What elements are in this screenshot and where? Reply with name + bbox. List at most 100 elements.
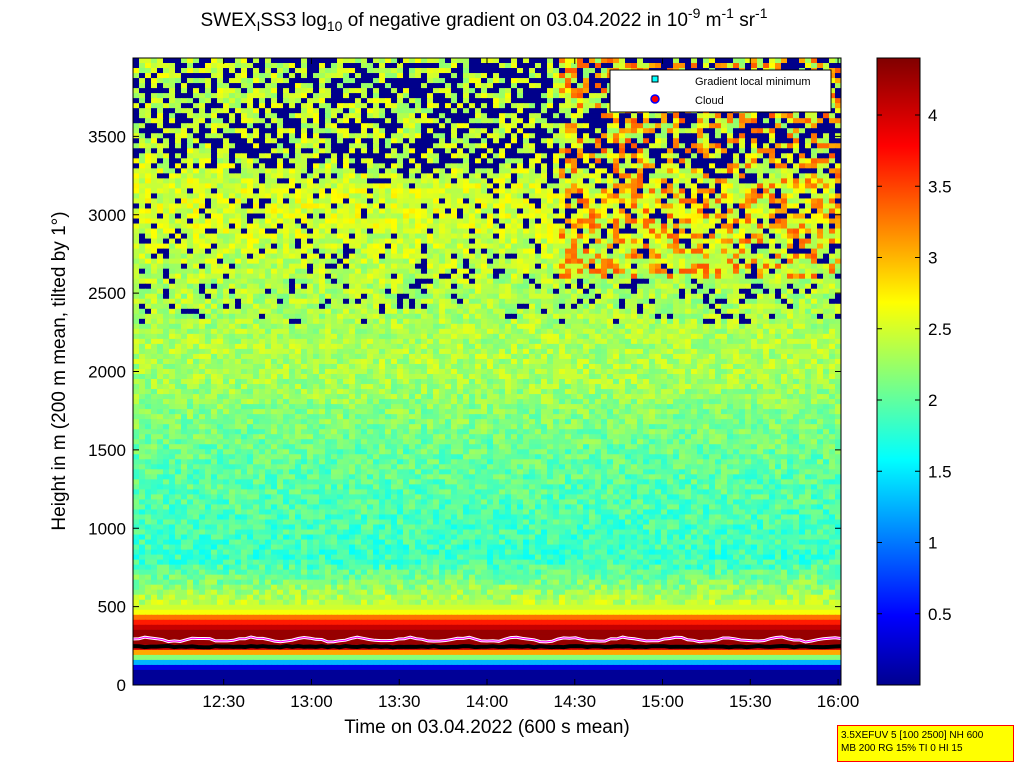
- heatmap-cell: [523, 238, 530, 245]
- heatmap-cell: [343, 93, 350, 99]
- heatmap-cell: [241, 78, 248, 84]
- heatmap-cell: [271, 238, 278, 245]
- heatmap-cell: [199, 193, 206, 200]
- heatmap-cell: [493, 78, 500, 84]
- heatmap-cell: [835, 103, 841, 109]
- heatmap-cell: [697, 153, 704, 159]
- heatmap-cell: [427, 133, 434, 139]
- heatmap-cell: [349, 63, 356, 69]
- heatmap-cell: [793, 243, 800, 250]
- heatmap-cell: [469, 208, 476, 215]
- heatmap-cell: [631, 128, 638, 134]
- heatmap-cell: [745, 198, 752, 205]
- heatmap-cell: [229, 138, 236, 144]
- heatmap-cell: [463, 88, 470, 94]
- heatmap-cell: [331, 208, 338, 215]
- heatmap-cell: [319, 158, 326, 164]
- heatmap-cell: [481, 173, 488, 179]
- heatmap-cell: [763, 123, 770, 129]
- heatmap-cell: [295, 248, 302, 255]
- heatmap-cell: [811, 258, 818, 265]
- heatmap-cell: [577, 173, 584, 179]
- heatmap-cell: [133, 238, 140, 245]
- heatmap-cell: [565, 258, 572, 265]
- heatmap-cell: [361, 243, 368, 250]
- heatmap-cell: [751, 203, 758, 210]
- heatmap-cell: [271, 163, 278, 169]
- heatmap-cell: [721, 248, 728, 255]
- heatmap-cell: [487, 133, 494, 139]
- heatmap-cell: [685, 253, 692, 260]
- heatmap-cell: [769, 133, 776, 139]
- heatmap-cell: [415, 138, 422, 144]
- heatmap-cell: [349, 153, 356, 159]
- heatmap-cell: [439, 168, 446, 174]
- heatmap-cell: [289, 68, 296, 74]
- heatmap-cell: [355, 258, 362, 265]
- heatmap-cell: [511, 73, 518, 79]
- heatmap-cell: [451, 123, 458, 129]
- heatmap-cell: [247, 158, 254, 164]
- heatmap-cell: [193, 223, 200, 230]
- heatmap-cell: [517, 123, 524, 129]
- heatmap-cell: [481, 163, 488, 169]
- heatmap-cell: [529, 263, 536, 270]
- heatmap-cell: [319, 228, 326, 235]
- heatmap-cell: [631, 213, 638, 220]
- heatmap-cell: [289, 78, 296, 84]
- heatmap-cell: [445, 163, 452, 169]
- heatmap-cell: [619, 238, 626, 245]
- heatmap-cell: [295, 68, 302, 74]
- heatmap-cell: [331, 193, 338, 200]
- heatmap-cell: [697, 178, 704, 184]
- heatmap-cell: [835, 193, 841, 200]
- heatmap-cell: [517, 178, 524, 184]
- heatmap-cell: [589, 208, 596, 215]
- heatmap-cell: [259, 153, 266, 159]
- heatmap-cell: [655, 223, 662, 230]
- heatmap-cell: [445, 133, 452, 139]
- heatmap-cell: [355, 158, 362, 164]
- heatmap-cell: [199, 143, 206, 149]
- heatmap-cell: [649, 158, 656, 164]
- heatmap-cell: [499, 178, 506, 184]
- heatmap-cell: [217, 138, 224, 144]
- heatmap-cell: [757, 228, 764, 235]
- heatmap-cell: [355, 238, 362, 245]
- heatmap-cell: [637, 138, 644, 144]
- heatmap-cell: [271, 253, 278, 260]
- heatmap-cell: [139, 258, 146, 265]
- heatmap-cell: [769, 158, 776, 164]
- heatmap-cell: [193, 203, 200, 210]
- heatmap-cell: [571, 143, 578, 149]
- heatmap-cell: [361, 238, 368, 245]
- heatmap-cell: [481, 208, 488, 215]
- heatmap-cell: [247, 73, 254, 79]
- heatmap-cell: [367, 248, 374, 255]
- heatmap-cell: [553, 68, 560, 74]
- heatmap-cell: [355, 118, 362, 124]
- heatmap-cell: [523, 128, 530, 134]
- heatmap-cell: [385, 238, 392, 245]
- heatmap-cell: [667, 148, 674, 154]
- heatmap-cell: [655, 208, 662, 215]
- heatmap-cell: [361, 183, 368, 190]
- heatmap-cell: [715, 198, 722, 205]
- heatmap-cell: [613, 63, 620, 69]
- heatmap-cell: [583, 243, 590, 250]
- heatmap-cell: [379, 68, 386, 74]
- heatmap-cell: [151, 173, 158, 179]
- heatmap-cell: [499, 198, 506, 205]
- heatmap-cell: [205, 58, 212, 64]
- heatmap-cell: [733, 58, 740, 64]
- heatmap-cell: [325, 233, 332, 240]
- heatmap-cell: [721, 208, 728, 215]
- heatmap-cell: [373, 178, 380, 184]
- heatmap-cell: [139, 158, 146, 164]
- heatmap-cell: [307, 133, 314, 139]
- heatmap-cell: [409, 228, 416, 235]
- heatmap-cell: [709, 238, 716, 245]
- heatmap-cell: [211, 253, 218, 260]
- heatmap-cell: [253, 113, 260, 119]
- heatmap-cell: [505, 173, 512, 179]
